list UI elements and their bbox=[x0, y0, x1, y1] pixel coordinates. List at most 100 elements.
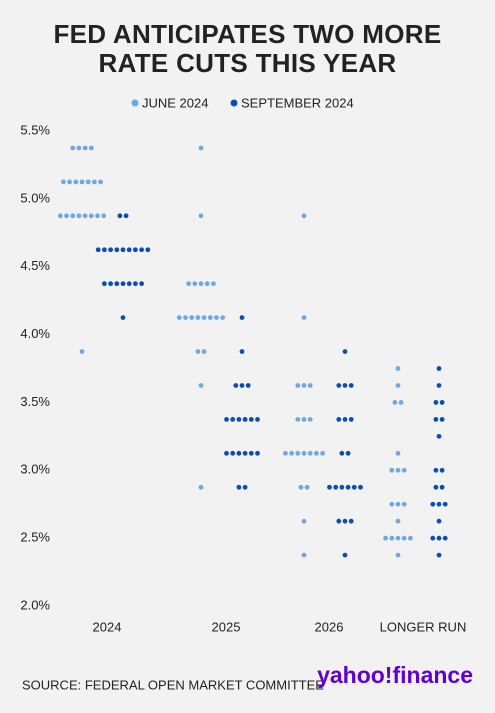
dot bbox=[395, 383, 401, 388]
dot bbox=[389, 467, 395, 473]
dot bbox=[255, 416, 260, 422]
dot bbox=[183, 315, 188, 321]
dot bbox=[395, 366, 401, 371]
dot bbox=[195, 315, 201, 321]
dot bbox=[201, 315, 207, 321]
legend-label: JUNE 2024 bbox=[142, 95, 208, 110]
dot bbox=[307, 416, 313, 422]
dot bbox=[436, 383, 442, 388]
dot bbox=[245, 383, 251, 388]
x-tick-label: 2026 bbox=[315, 619, 344, 634]
dot bbox=[108, 247, 113, 253]
dot bbox=[242, 416, 248, 422]
dot bbox=[301, 383, 307, 388]
dot bbox=[439, 467, 445, 473]
dot bbox=[108, 281, 113, 287]
dot bbox=[98, 179, 103, 185]
dot bbox=[248, 416, 254, 422]
dot bbox=[395, 535, 401, 541]
dot bbox=[79, 179, 85, 185]
dot bbox=[198, 484, 204, 490]
dot bbox=[439, 484, 445, 490]
dot bbox=[408, 535, 413, 541]
dot bbox=[198, 145, 204, 151]
dot bbox=[348, 518, 354, 524]
dot bbox=[95, 213, 100, 219]
dot bbox=[336, 518, 342, 524]
dot bbox=[101, 213, 107, 219]
dot bbox=[82, 145, 88, 151]
y-tick-label: 2.5% bbox=[20, 530, 50, 545]
dot bbox=[383, 535, 388, 541]
dot bbox=[95, 247, 101, 253]
dot bbox=[304, 484, 310, 490]
dot bbox=[389, 501, 395, 507]
dot bbox=[61, 179, 66, 185]
chart-title: FED ANTICIPATES TWO MORE RATE CUTS THIS … bbox=[53, 19, 442, 78]
dot bbox=[139, 281, 145, 287]
dot bbox=[126, 281, 132, 287]
dot bbox=[289, 450, 294, 456]
dot bbox=[320, 450, 325, 456]
dot bbox=[348, 416, 354, 422]
dot bbox=[67, 179, 72, 185]
dot bbox=[283, 450, 288, 456]
dot bbox=[436, 535, 442, 541]
legend-marker bbox=[230, 99, 238, 107]
dot bbox=[57, 213, 63, 219]
dot bbox=[339, 450, 345, 456]
dot bbox=[342, 383, 348, 388]
dot bbox=[176, 315, 182, 321]
dot bbox=[198, 383, 204, 388]
dot bbox=[224, 450, 229, 456]
dot bbox=[348, 383, 354, 388]
dot bbox=[189, 315, 195, 321]
dot bbox=[133, 281, 138, 287]
dot bbox=[433, 467, 439, 473]
dot bbox=[295, 416, 301, 422]
dot bbox=[395, 552, 401, 558]
dot bbox=[395, 518, 401, 524]
y-tick-label: 5.0% bbox=[20, 190, 50, 205]
dot bbox=[401, 535, 407, 541]
dot bbox=[236, 484, 242, 490]
dot bbox=[298, 484, 304, 490]
dot bbox=[236, 450, 242, 456]
dot bbox=[395, 501, 401, 507]
dot bbox=[120, 315, 126, 321]
dot bbox=[126, 247, 132, 253]
dot bbox=[120, 281, 126, 287]
dot bbox=[336, 383, 342, 388]
y-tick-label: 4.0% bbox=[20, 326, 50, 341]
dot bbox=[295, 383, 301, 388]
dot bbox=[92, 179, 97, 185]
dot bbox=[195, 349, 201, 354]
dot bbox=[295, 450, 301, 456]
dot bbox=[85, 179, 91, 185]
legend-marker bbox=[131, 99, 139, 107]
y-tick-label: 3.5% bbox=[20, 394, 50, 409]
dot bbox=[70, 213, 76, 219]
dot bbox=[395, 467, 401, 473]
dot bbox=[198, 281, 204, 287]
dot bbox=[433, 400, 439, 405]
dot bbox=[301, 315, 307, 321]
dot bbox=[114, 281, 120, 287]
dot bbox=[301, 450, 307, 456]
dot bbox=[133, 247, 138, 253]
dot bbox=[436, 433, 442, 439]
dot bbox=[192, 281, 198, 287]
dot bbox=[255, 450, 260, 456]
dot bbox=[439, 400, 445, 405]
dot bbox=[88, 145, 94, 151]
dot bbox=[64, 213, 69, 219]
dot bbox=[88, 213, 94, 219]
dot bbox=[395, 450, 401, 456]
dot bbox=[392, 400, 398, 405]
y-tick-label: 2.0% bbox=[20, 597, 50, 612]
dot bbox=[327, 484, 332, 490]
dot bbox=[345, 484, 351, 490]
dot bbox=[342, 349, 348, 354]
dot bbox=[333, 484, 339, 490]
dot bbox=[301, 552, 307, 558]
